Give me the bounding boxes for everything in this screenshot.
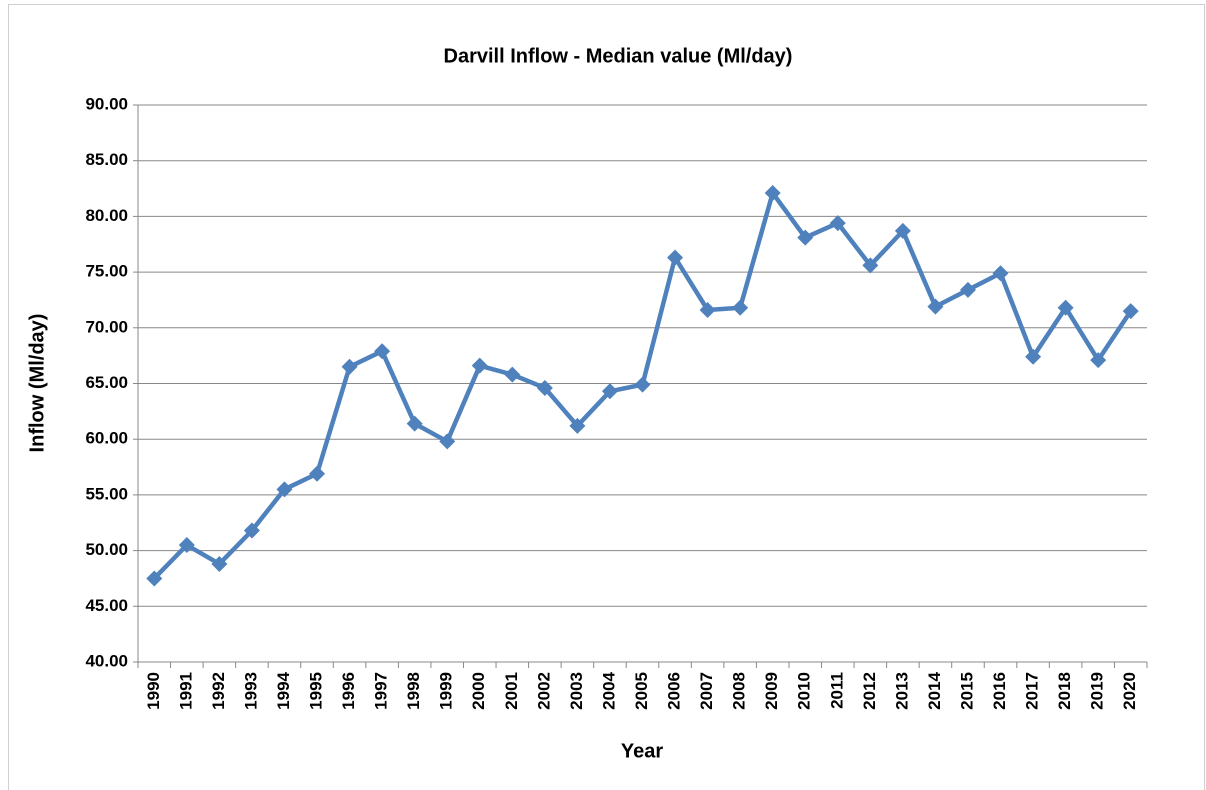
x-tick-label: 2013 xyxy=(892,672,911,710)
x-tick-label: 2003 xyxy=(567,672,586,710)
data-point xyxy=(439,433,456,450)
x-tick-label: 2019 xyxy=(1088,672,1107,710)
x-tick-label: 1991 xyxy=(176,672,195,710)
y-axis-label: Inflow (Ml/day) xyxy=(26,314,48,453)
y-tick-label: 80.00 xyxy=(85,206,128,225)
x-tick-label: 1995 xyxy=(307,672,326,710)
x-tick-label: 1993 xyxy=(241,672,260,710)
data-point xyxy=(634,376,651,393)
data-point xyxy=(764,185,781,202)
data-point xyxy=(243,522,260,539)
y-tick-label: 40.00 xyxy=(85,651,128,670)
x-tick-label: 2015 xyxy=(957,672,976,710)
x-tick-label: 1999 xyxy=(437,672,456,710)
y-tick-label: 55.00 xyxy=(85,484,128,503)
x-tick-label: 2000 xyxy=(469,672,488,710)
x-tick-label: 1996 xyxy=(339,672,358,710)
data-point xyxy=(1057,299,1074,316)
data-point xyxy=(894,222,911,239)
x-tick-label: 2006 xyxy=(665,672,684,710)
data-point xyxy=(569,417,586,434)
data-point xyxy=(732,299,749,316)
x-tick-label: 1998 xyxy=(404,672,423,710)
data-point xyxy=(829,215,846,232)
data-point xyxy=(601,383,618,400)
data-point xyxy=(992,265,1009,282)
y-tick-label: 65.00 xyxy=(85,373,128,392)
y-tick-label: 85.00 xyxy=(85,150,128,169)
x-tick-label: 2009 xyxy=(762,672,781,710)
x-tick-label: 2018 xyxy=(1055,672,1074,710)
data-point xyxy=(1025,348,1042,365)
x-tick-label: 2001 xyxy=(502,672,521,710)
x-tick-label: 2002 xyxy=(534,672,553,710)
data-point xyxy=(862,257,879,274)
data-point xyxy=(959,281,976,298)
x-tick-label: 2007 xyxy=(697,672,716,710)
data-point xyxy=(211,555,228,572)
x-tick-label: 2005 xyxy=(632,672,651,710)
data-point xyxy=(471,357,488,374)
x-tick-label: 2016 xyxy=(990,672,1009,710)
x-tick-label: 2010 xyxy=(795,672,814,710)
x-tick-label: 2017 xyxy=(1023,672,1042,710)
data-point xyxy=(276,481,293,498)
data-point xyxy=(536,379,553,396)
y-tick-label: 60.00 xyxy=(85,429,128,448)
y-tick-label: 75.00 xyxy=(85,262,128,281)
x-axis-label: Year xyxy=(621,740,663,762)
y-tick-label: 90.00 xyxy=(85,94,128,113)
x-tick-label: 1994 xyxy=(274,671,293,709)
x-tick-label: 1990 xyxy=(144,672,163,710)
data-point xyxy=(309,465,326,482)
x-tick-label: 2014 xyxy=(925,671,944,709)
x-tick-label: 2020 xyxy=(1120,672,1139,710)
data-point xyxy=(797,229,814,246)
chart-title: Darvill Inflow - Median value (Ml/day) xyxy=(444,45,793,67)
data-point xyxy=(699,301,716,318)
x-tick-label: 2012 xyxy=(860,672,879,710)
data-point xyxy=(406,415,423,432)
data-point xyxy=(374,343,391,360)
x-tick-label: 1992 xyxy=(209,672,228,710)
x-tick-label: 2004 xyxy=(599,671,618,709)
y-tick-label: 45.00 xyxy=(85,596,128,615)
data-point xyxy=(1090,352,1107,369)
data-point xyxy=(178,537,195,554)
y-tick-label: 70.00 xyxy=(85,317,128,336)
x-tick-label: 1997 xyxy=(372,672,391,710)
y-tick-label: 50.00 xyxy=(85,540,128,559)
data-point xyxy=(1122,303,1139,320)
x-tick-label: 2011 xyxy=(827,672,846,709)
x-tick-label: 2008 xyxy=(730,672,749,710)
data-point xyxy=(146,570,163,587)
data-point xyxy=(667,249,684,266)
data-point xyxy=(927,298,944,315)
data-point xyxy=(504,366,521,383)
data-point xyxy=(341,358,358,375)
